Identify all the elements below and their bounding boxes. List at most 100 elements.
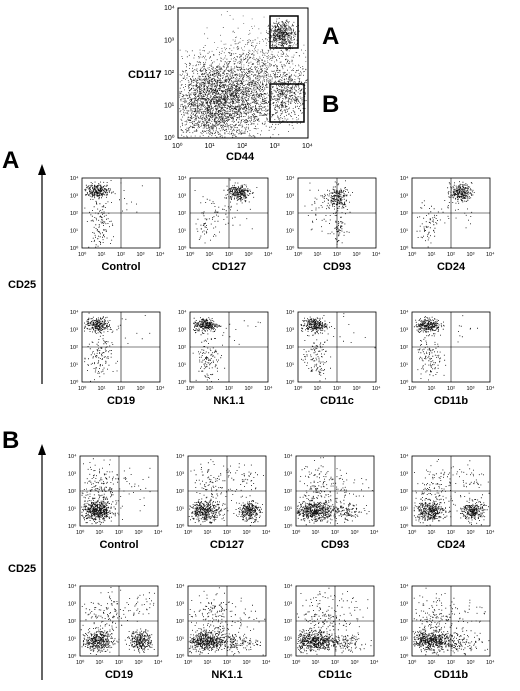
panel-y-tick: 10³ <box>284 472 292 478</box>
panel-y-tick: 10⁴ <box>286 175 295 182</box>
panel-x-tick: 10⁰ <box>294 251 303 258</box>
panel-y-tick: 10⁴ <box>68 453 77 460</box>
panel-marker-label: CD127 <box>212 261 246 273</box>
panel-y-tick: 10⁰ <box>70 245 79 252</box>
panel-x-tick: 10² <box>225 252 233 258</box>
panel-y-tick: 10¹ <box>178 363 186 369</box>
panel-y-tick: 10² <box>400 619 408 625</box>
gate-b-box <box>269 83 305 123</box>
panel-x-tick: 10⁴ <box>154 659 163 666</box>
panel-events <box>80 587 155 655</box>
panel-events <box>296 457 373 526</box>
panel-y-tick: 10⁴ <box>400 453 409 460</box>
panel-marker-label: CD11b <box>434 669 469 681</box>
section-b-y-label: CD25 <box>8 563 36 575</box>
panel-y-tick: 10² <box>68 489 76 495</box>
panel-x-tick: 10⁰ <box>408 385 417 392</box>
panel-x-tick: 10² <box>223 660 231 666</box>
panel-x-tick: 10³ <box>467 660 475 666</box>
panel-x-tick: 10⁰ <box>292 659 301 666</box>
panel-x-tick: 10⁰ <box>78 385 87 392</box>
panel-x-tick: 10³ <box>135 660 143 666</box>
panel-x-tick: 10³ <box>137 252 145 258</box>
panel-x-tick: 10¹ <box>98 252 106 258</box>
panel-marker-label: Control <box>101 261 140 273</box>
panel-x-tick: 10⁰ <box>184 529 193 536</box>
section-a-letter: A <box>2 147 19 174</box>
panel-y-tick: 10⁰ <box>178 379 187 386</box>
panel-y-tick: 10⁴ <box>178 309 187 316</box>
panel-x-tick: 10⁴ <box>156 385 165 392</box>
panel-y-tick: 10² <box>176 619 184 625</box>
gate-a-box <box>269 15 299 49</box>
panel-x-tick: 10² <box>447 660 455 666</box>
panel-x-tick: 10¹ <box>312 530 320 536</box>
panel-y-tick: 10² <box>286 211 294 217</box>
panel-x-tick: 10⁴ <box>372 385 381 392</box>
panel-x-tick: 10⁴ <box>264 385 273 392</box>
panel-events <box>188 459 264 526</box>
panel-y-tick: 10⁴ <box>68 583 77 590</box>
panel-x-tick: 10³ <box>351 530 359 536</box>
panel-marker-label: CD19 <box>107 395 135 407</box>
panel-y-tick: 10⁰ <box>286 379 295 386</box>
top-y-tick: 10⁰ <box>164 134 175 142</box>
panel-y-tick: 10² <box>286 345 294 351</box>
top-plot-frame <box>177 7 309 139</box>
panel-x-tick: 10¹ <box>428 386 436 392</box>
panel-x-tick: 10⁴ <box>262 659 271 666</box>
top-y-tick: 10¹ <box>164 103 175 110</box>
panel-x-tick: 10³ <box>467 530 475 536</box>
panel-y-tick: 10² <box>284 619 292 625</box>
panel-x-tick: 10⁴ <box>486 529 495 536</box>
section-a-arrowhead-icon <box>38 164 46 175</box>
panel-x-tick: 10³ <box>135 530 143 536</box>
top-x-tick: 10⁴ <box>302 143 313 150</box>
panel-x-tick: 10⁰ <box>184 659 193 666</box>
panel-x-tick: 10⁴ <box>486 251 495 258</box>
panel-marker-label: CD93 <box>321 539 349 551</box>
panel-events <box>413 315 478 381</box>
top-x-axis-label: CD44 <box>226 151 255 163</box>
panel-y-tick: 10⁴ <box>400 175 409 182</box>
panel-y-tick: 10¹ <box>400 507 408 513</box>
panel-y-tick: 10¹ <box>284 507 292 513</box>
panel-y-tick: 10² <box>70 345 78 351</box>
panel-y-tick: 10² <box>68 619 76 625</box>
panel-marker-label: CD11c <box>320 395 354 407</box>
panel-y-tick: 10¹ <box>176 507 184 513</box>
panel-x-tick: 10⁰ <box>76 529 85 536</box>
panel-y-tick: 10³ <box>70 194 78 200</box>
panel-y-tick: 10³ <box>400 472 408 478</box>
panel-y-tick: 10³ <box>68 602 76 608</box>
panel-x-tick: 10² <box>117 252 125 258</box>
panel-y-tick: 10² <box>70 211 78 217</box>
panel-y-tick: 10⁰ <box>70 379 79 386</box>
panel-y-tick: 10² <box>400 345 408 351</box>
panel-y-tick: 10⁰ <box>400 653 409 660</box>
top-x-tick: 10² <box>237 143 248 150</box>
panel-y-tick: 10² <box>400 489 408 495</box>
panel-x-tick: 10¹ <box>428 660 436 666</box>
panel-events <box>192 317 261 382</box>
panel-x-tick: 10⁰ <box>408 251 417 258</box>
panel-x-tick: 10⁴ <box>264 251 273 258</box>
panel-y-tick: 10¹ <box>70 229 78 235</box>
top-y-tick: 10² <box>164 70 175 77</box>
panel-y-tick: 10⁰ <box>284 653 293 660</box>
panel-x-tick: 10³ <box>245 252 253 258</box>
panel-x-tick: 10¹ <box>98 386 106 392</box>
section-b-letter: B <box>2 427 19 454</box>
panel-y-tick: 10³ <box>178 194 186 200</box>
panel-x-tick: 10³ <box>137 386 145 392</box>
panel-events <box>304 180 353 245</box>
